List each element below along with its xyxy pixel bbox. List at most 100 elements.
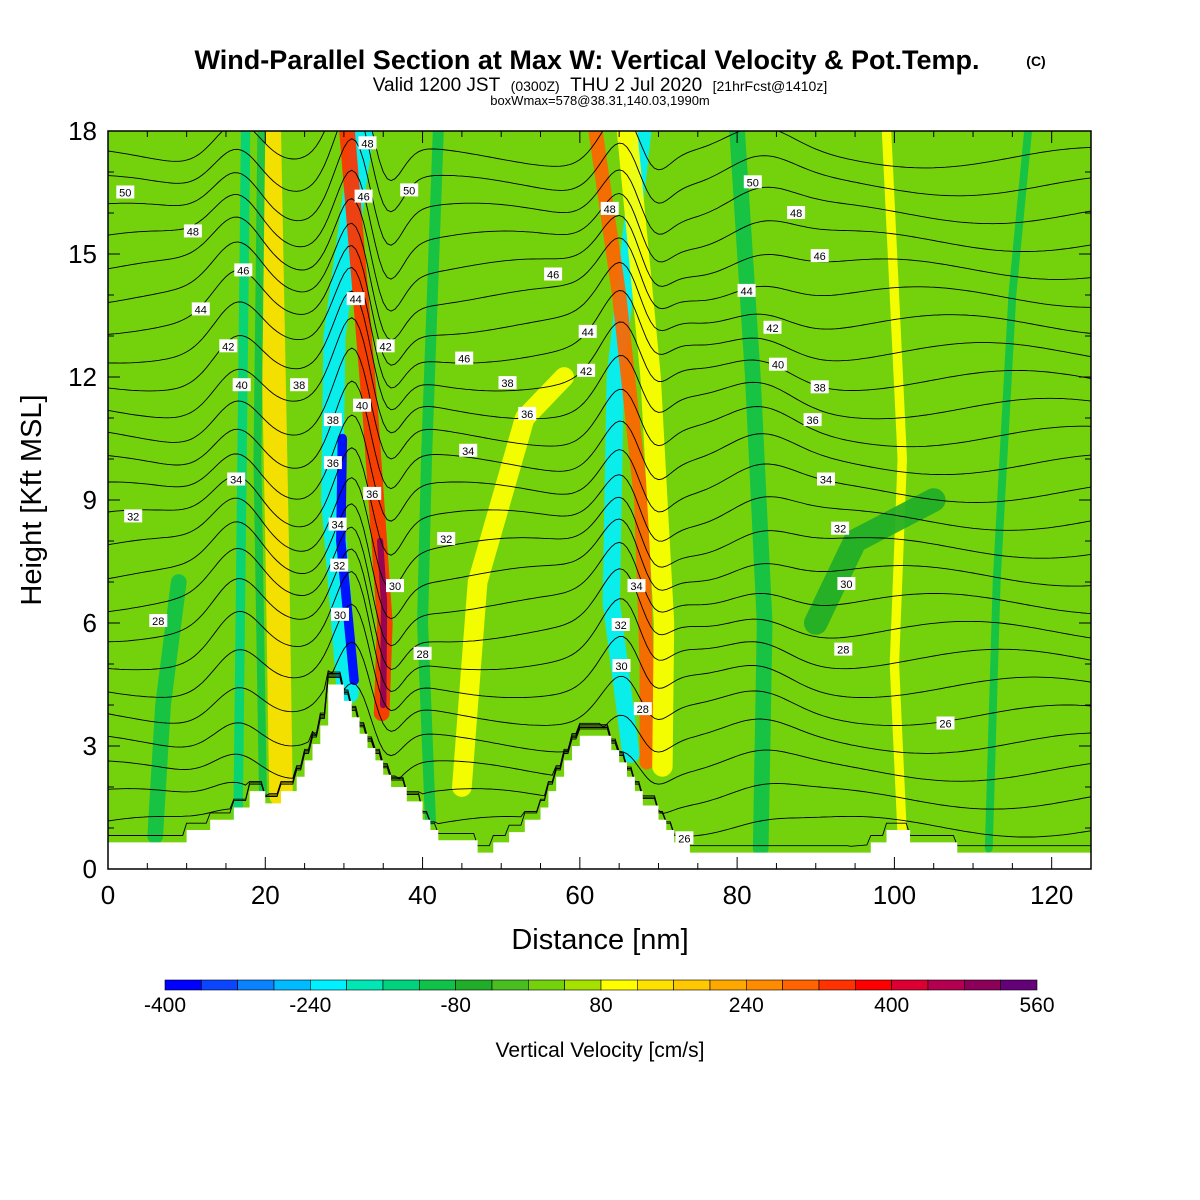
theta-contour-line	[108, 347, 1091, 460]
contour-label-box	[633, 702, 652, 716]
x-axis-ticks: 0 20 40 60 80 100 120	[101, 131, 1092, 910]
contour-label: 44	[740, 286, 752, 298]
contour-label: 40	[772, 360, 784, 372]
contour-label: 36	[806, 415, 818, 427]
contour-label: 46	[357, 192, 369, 204]
contour-label: 34	[462, 446, 474, 458]
colorbar-swatch	[201, 979, 238, 991]
theta-contour-line	[108, 266, 1091, 389]
theta-contour-line	[108, 641, 1091, 732]
contour-label: 28	[637, 704, 649, 716]
contour-label: 42	[580, 366, 592, 378]
contour-label: 38	[327, 415, 339, 427]
colorbar-swatch	[745, 979, 783, 991]
contour-label-box	[353, 398, 371, 412]
valid-date: THU 2 Jul 2020	[570, 75, 702, 96]
contour-label: 38	[501, 378, 513, 390]
contour-label-box	[219, 339, 238, 353]
colorbar-tick-label: 400	[874, 994, 909, 1017]
contour-label-box	[787, 206, 806, 219]
contour-label-box	[577, 363, 596, 377]
y-tick-label: 15	[68, 239, 97, 269]
x-tick-label: 0	[101, 880, 115, 910]
theta-contour-line	[108, 548, 1091, 670]
theta-contour-line	[108, 414, 1091, 522]
contour-label-box	[611, 618, 630, 631]
colorbar-tick-label: -80	[441, 994, 471, 1017]
contour-label: 40	[356, 401, 368, 413]
contour-label-box	[346, 292, 365, 306]
contour-label-box	[331, 607, 349, 621]
velocity-band	[452, 367, 574, 797]
colorbar-swatch	[346, 979, 384, 991]
chart-title: Wind-Parallel Section at Max W: Vertical…	[195, 45, 980, 75]
y-tick-label: 3	[83, 731, 97, 761]
contour-label-box	[358, 136, 377, 150]
valid-utc: (0300Z)	[511, 78, 560, 94]
theta-contour-line	[108, 675, 1091, 838]
theta-contour-line	[108, 677, 1091, 847]
contour-label-box	[837, 577, 856, 590]
contour-label: 36	[366, 489, 378, 501]
chart-subtitle: Valid 1200 JST (0300Z) THU 2 Jul 2020 [2…	[373, 75, 827, 96]
contour-label: 30	[389, 581, 401, 593]
theta-contour-line	[108, 674, 1091, 815]
colorbar-swatch	[273, 979, 311, 991]
contour-label: 32	[834, 524, 846, 536]
contour-label: 28	[416, 649, 428, 661]
contour-label-box	[232, 378, 251, 392]
contour-label: 48	[361, 138, 373, 150]
contour-label-box	[498, 376, 517, 390]
contour-label: 30	[615, 661, 627, 673]
velocity-band	[376, 537, 388, 709]
contour-label: 44	[582, 327, 594, 339]
colorbar-tick-label: 560	[1019, 994, 1054, 1017]
contour-label-box	[544, 267, 563, 281]
contour-label: 44	[195, 304, 207, 316]
contour-label-box	[323, 413, 342, 427]
contour-label: 34	[331, 520, 343, 532]
contour-label-box	[227, 472, 246, 486]
x-tick-label: 40	[408, 880, 437, 910]
contour-label: 50	[119, 188, 131, 200]
contour-label-box	[459, 443, 478, 457]
theta-contour-line	[108, 503, 1091, 620]
contour-label: 32	[615, 620, 627, 632]
contour-label: 48	[604, 204, 616, 216]
colorbar-swatch	[1000, 979, 1038, 991]
colorbar-swatch	[527, 979, 565, 991]
contour-label: 34	[230, 475, 242, 487]
contour-label-box	[149, 614, 168, 627]
contour-label-box	[328, 517, 347, 531]
contour-label-box	[413, 646, 432, 660]
x-tick-label: 120	[1030, 880, 1073, 910]
contour-label: 42	[222, 341, 234, 353]
contour-label-box	[803, 413, 822, 427]
colorbar-swatch	[600, 979, 638, 991]
colorbar-swatch	[927, 979, 965, 991]
contour-label-box	[769, 357, 787, 371]
contour-label: 34	[820, 475, 832, 487]
contour-label: 44	[350, 294, 362, 306]
theta-contour-line	[108, 673, 1091, 785]
x-axis-label: Distance [nm]	[511, 924, 688, 956]
velocity-band	[588, 131, 654, 770]
contour-label-box	[600, 201, 619, 215]
y-tick-label: 6	[83, 608, 97, 638]
colorbar-tick-label: 80	[589, 994, 612, 1017]
box-info: boxWmax=578@38.31,140.03,1990m	[490, 93, 710, 108]
colorbar-swatch	[782, 979, 820, 991]
contour-label-box	[124, 509, 143, 523]
colorbar-label: Vertical Velocity [cm/s]	[496, 1039, 705, 1062]
theta-contour-line	[108, 169, 1091, 280]
colorbar-swatch	[636, 979, 674, 991]
contour-label: 42	[379, 341, 391, 353]
y-axis-label: Height [Kft MSL]	[16, 394, 48, 605]
contour-label: 42	[766, 323, 778, 335]
colorbar-swatch	[673, 979, 711, 991]
y-tick-label: 9	[83, 485, 97, 515]
x-tick-label: 80	[723, 880, 752, 910]
contour-label-box	[330, 558, 349, 572]
colorbar-swatch	[491, 979, 529, 991]
valid-time: Valid 1200 JST	[373, 75, 501, 96]
